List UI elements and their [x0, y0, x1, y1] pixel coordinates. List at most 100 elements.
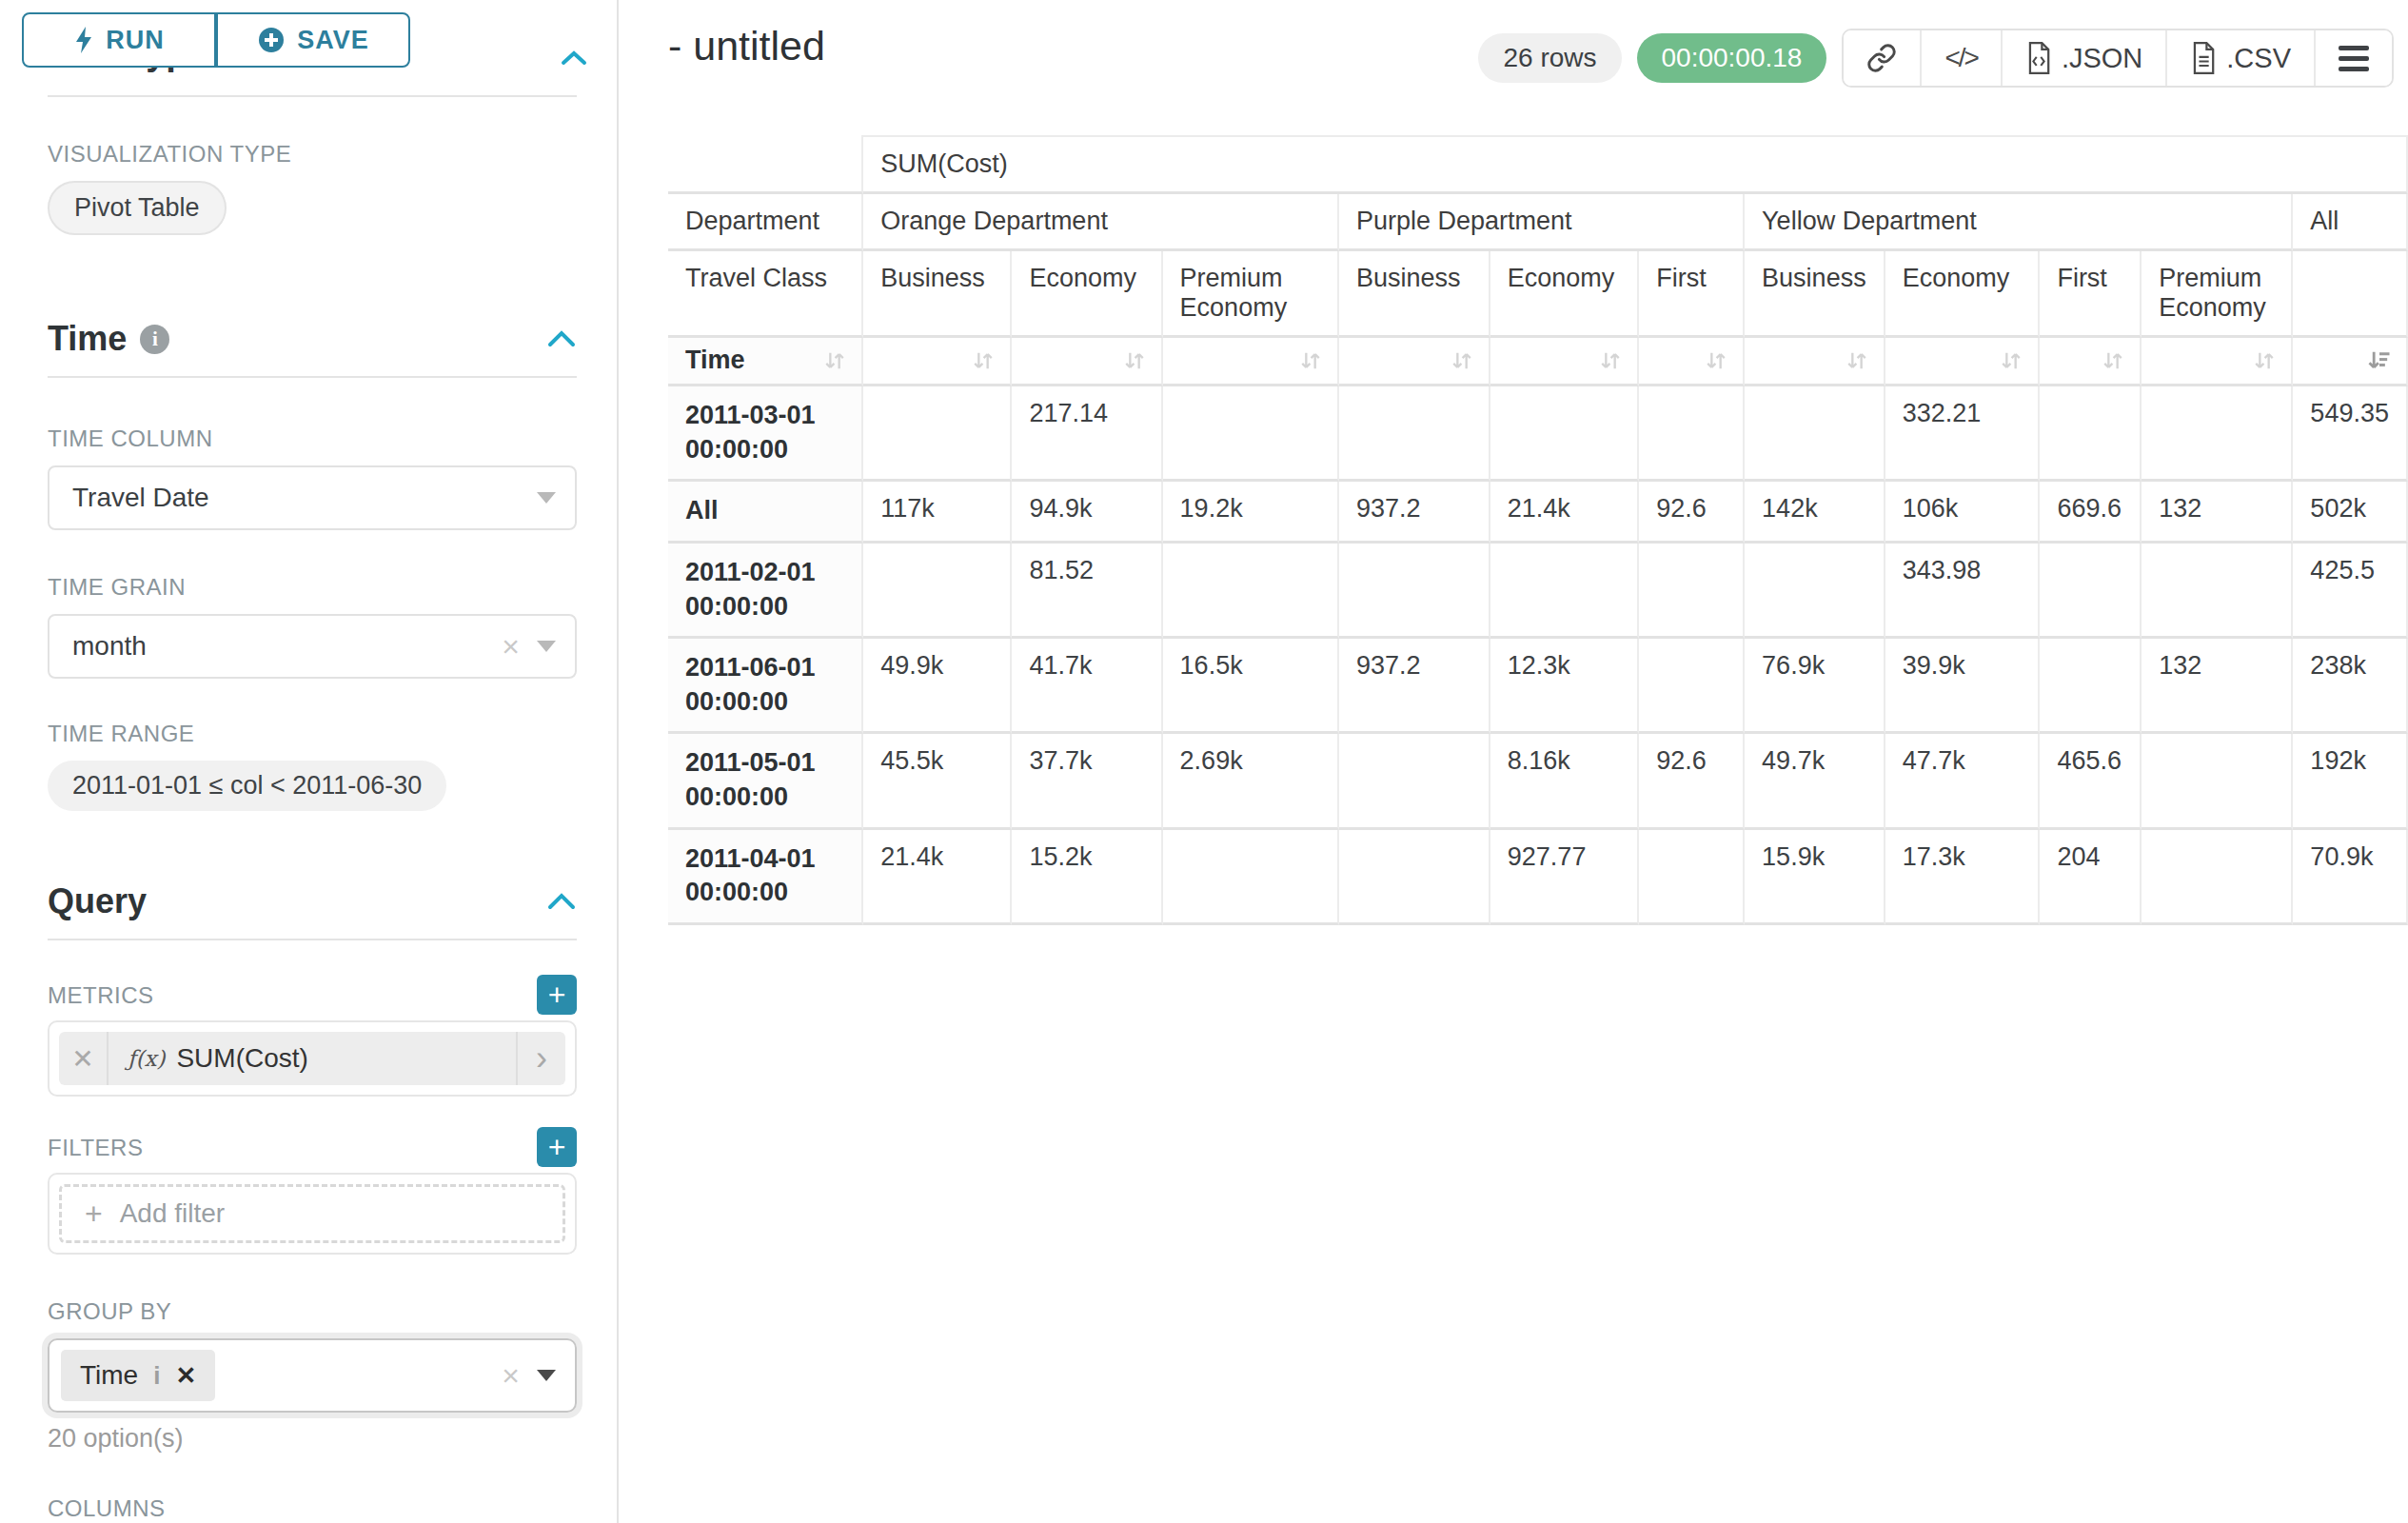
- sort-icon[interactable]: [1844, 347, 1870, 374]
- sort-icon[interactable]: [821, 347, 848, 374]
- sort-cell: [1885, 338, 2041, 386]
- value-cell: 425.5: [2293, 544, 2408, 639]
- sort-icon[interactable]: [2251, 347, 2278, 374]
- view-query-button[interactable]: </>: [1920, 30, 2000, 86]
- value-cell: 49.9k: [863, 639, 1012, 734]
- time-column-select[interactable]: Travel Date: [48, 465, 577, 530]
- query-section-heading: Query: [48, 881, 147, 921]
- time-grain-value: month: [72, 631, 147, 662]
- hamburger-icon: [2339, 46, 2369, 71]
- info-icon[interactable]: i: [140, 325, 169, 354]
- fx-icon: ƒ(x): [128, 1046, 165, 1071]
- table-row: 2011-05-01 00:00:0045.5k37.7k2.69k8.16k9…: [668, 734, 2408, 829]
- export-json-button[interactable]: .JSON: [2001, 30, 2165, 86]
- sort-icon[interactable]: [1597, 347, 1624, 374]
- explore-control-panel: Chart Type RUN SAVE VISUALIZATION TYPE P…: [0, 0, 619, 1523]
- sort-cell: [2142, 338, 2293, 386]
- add-metric-button[interactable]: +: [537, 975, 577, 1015]
- value-cell: [1163, 544, 1339, 639]
- plus-circle-icon: [257, 26, 286, 54]
- sort-cell: [2293, 338, 2408, 386]
- metric-name: SUM(Cost): [176, 1043, 307, 1074]
- query-section-header: Query: [48, 881, 577, 921]
- time-section-header: Time i: [48, 319, 577, 359]
- chevron-up-icon[interactable]: [546, 892, 577, 911]
- value-cell: 47.7k: [1885, 734, 2041, 829]
- remove-chip-icon[interactable]: ✕: [175, 1361, 196, 1391]
- clear-icon[interactable]: ×: [502, 1360, 520, 1391]
- sort-icon[interactable]: [1703, 347, 1729, 374]
- export-csv-label: .CSV: [2226, 43, 2291, 74]
- value-cell: 76.9k: [1745, 639, 1885, 734]
- value-cell: 132: [2142, 482, 2293, 544]
- chevron-down-icon[interactable]: [537, 1370, 556, 1381]
- row-label: 2011-03-01 00:00:00: [668, 386, 863, 482]
- value-cell: 217.14: [1012, 386, 1162, 482]
- value-cell: [1339, 734, 1490, 829]
- time-column-label: TIME COLUMN: [48, 425, 577, 452]
- sort-desc-icon[interactable]: [2366, 347, 2393, 374]
- metric-chip[interactable]: ✕ ƒ(x) SUM(Cost) ›: [59, 1032, 565, 1085]
- visualization-type-value[interactable]: Pivot Table: [48, 181, 227, 235]
- group-by-chip-time[interactable]: Time i ✕: [61, 1350, 215, 1401]
- class-header: Business: [1339, 251, 1490, 338]
- table-row: 2011-03-01 00:00:00217.14332.21549.35: [668, 386, 2408, 482]
- json-file-icon: [2025, 42, 2052, 74]
- sort-cell: [2040, 338, 2142, 386]
- value-cell: 21.4k: [1490, 482, 1639, 544]
- clear-icon[interactable]: ×: [502, 631, 520, 662]
- value-cell: 132: [2142, 639, 2293, 734]
- run-label: RUN: [106, 26, 165, 55]
- department-header-row: Department Orange Department Purple Depa…: [668, 194, 2408, 251]
- row-count-badge: 26 rows: [1478, 33, 1621, 83]
- all-header: All: [2293, 194, 2408, 251]
- value-cell: 16.5k: [1163, 639, 1339, 734]
- remove-metric-icon[interactable]: ✕: [59, 1032, 109, 1085]
- copy-link-button[interactable]: [1844, 30, 1920, 86]
- value-cell: 238k: [2293, 639, 2408, 734]
- time-grain-select[interactable]: month ×: [48, 614, 577, 679]
- chart-title[interactable]: - untitled: [668, 23, 825, 69]
- metric-header-row: SUM(Cost): [668, 135, 2408, 194]
- value-cell: 2.69k: [1163, 734, 1339, 829]
- export-csv-button[interactable]: .CSV: [2165, 30, 2314, 86]
- run-button[interactable]: RUN: [22, 12, 216, 68]
- table-row: 2011-02-01 00:00:0081.52343.98425.5: [668, 544, 2408, 639]
- info-icon[interactable]: i: [153, 1361, 160, 1391]
- class-header: Premium Economy: [1163, 251, 1339, 338]
- chevron-right-icon[interactable]: ›: [516, 1032, 565, 1085]
- class-header: Business: [863, 251, 1012, 338]
- table-row: All117k94.9k19.2k937.221.4k92.6142k106k6…: [668, 482, 2408, 544]
- value-cell: [2040, 544, 2142, 639]
- value-cell: 41.7k: [1012, 639, 1162, 734]
- time-column-value: Travel Date: [72, 483, 209, 513]
- chart-header-controls: 26 rows 00:00:00.18 </> .JSON: [1478, 29, 2394, 88]
- value-cell: 81.52: [1012, 544, 1162, 639]
- chevron-up-icon[interactable]: [546, 329, 577, 348]
- group-by-select[interactable]: Time i ✕ ×: [48, 1338, 577, 1413]
- sort-icon[interactable]: [1121, 347, 1148, 374]
- add-filter-placeholder: Add filter: [120, 1198, 226, 1229]
- value-cell: [2142, 734, 2293, 829]
- value-cell: 70.9k: [2293, 830, 2408, 925]
- sort-icon[interactable]: [1297, 347, 1324, 374]
- sort-cell: [1745, 338, 1885, 386]
- sort-icon[interactable]: [1998, 347, 2024, 374]
- value-cell: [1745, 544, 1885, 639]
- save-button[interactable]: SAVE: [216, 12, 410, 68]
- sort-icon[interactable]: [1449, 347, 1475, 374]
- sort-icon[interactable]: [970, 347, 997, 374]
- menu-button[interactable]: [2314, 30, 2392, 86]
- value-cell: [1339, 544, 1490, 639]
- add-filter-button[interactable]: +: [537, 1127, 577, 1167]
- value-cell: 19.2k: [1163, 482, 1339, 544]
- chart-panel: - untitled 26 rows 00:00:00.18 </> .JSON: [619, 0, 2408, 1523]
- time-range-value[interactable]: 2011-01-01 ≤ col < 2011-06-30: [48, 761, 446, 811]
- sort-icon[interactable]: [2100, 347, 2126, 374]
- add-filter-dropzone[interactable]: + Add filter: [59, 1184, 565, 1243]
- csv-file-icon: [2190, 42, 2217, 74]
- metrics-box: ✕ ƒ(x) SUM(Cost) ›: [48, 1020, 577, 1097]
- value-cell: [2142, 830, 2293, 925]
- lightning-icon: [73, 26, 94, 54]
- sort-cell: [1639, 338, 1745, 386]
